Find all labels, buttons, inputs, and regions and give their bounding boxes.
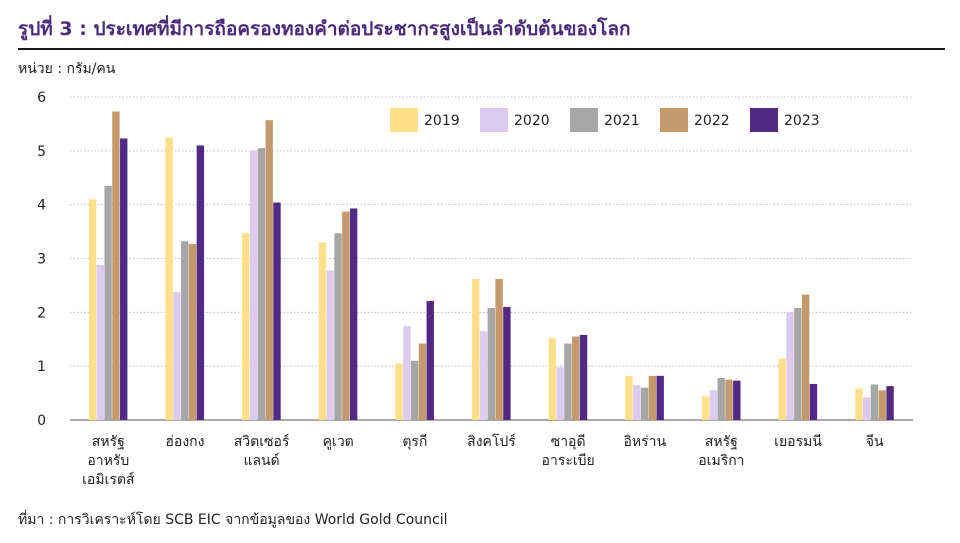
- title-rule: [18, 48, 945, 50]
- legend-swatch-2019: [390, 108, 418, 132]
- x-category-label: ตุรกี: [402, 434, 427, 450]
- y-tick-label: 1: [37, 359, 46, 375]
- bar-2021: [334, 233, 342, 420]
- legend-label: 2022: [694, 113, 730, 129]
- bar-2022: [265, 120, 273, 421]
- x-category-label: จีน: [866, 434, 884, 450]
- x-category-label: ซาอุดี: [551, 434, 586, 450]
- bar-2020: [556, 367, 564, 420]
- bar-2019: [855, 388, 863, 420]
- bar-2023: [809, 383, 818, 420]
- bar-2023: [886, 386, 894, 420]
- bar-2022: [725, 379, 733, 421]
- bar-2020: [96, 264, 105, 420]
- bar-2019: [318, 242, 327, 420]
- bar-2019: [395, 363, 403, 420]
- bar-2020: [249, 150, 258, 420]
- legend-swatch-2023: [750, 108, 778, 132]
- x-category-label: เอมิเรตส์: [82, 471, 135, 488]
- x-category-label: อเมริกา: [698, 453, 744, 469]
- bar-2020: [403, 325, 411, 420]
- bar-2019: [165, 137, 173, 421]
- legend-swatch-2021: [570, 108, 598, 132]
- y-tick-label: 0: [37, 413, 46, 429]
- bar-2021: [410, 360, 419, 420]
- source-note: ที่มา : การวิเคราะห์โดย SCB EIC จากข้อมู…: [18, 512, 448, 528]
- y-tick-label: 6: [37, 90, 46, 106]
- legend-label: 2021: [604, 113, 640, 129]
- bar-2022: [648, 375, 657, 420]
- legend-label: 2023: [784, 113, 820, 129]
- x-category-label: สหรัฐ: [92, 434, 125, 450]
- bar-2021: [257, 148, 266, 420]
- bar-2020: [326, 270, 334, 420]
- x-category-label: เยอรมนี: [774, 434, 822, 450]
- bar-2021: [794, 308, 802, 420]
- bar-2021: [564, 343, 572, 420]
- x-category-label: อาหรับ: [87, 453, 129, 469]
- bar-2019: [701, 396, 710, 420]
- bar-2020: [709, 390, 718, 420]
- x-category-label: สหรัฐ: [705, 434, 738, 450]
- bar-2022: [878, 390, 886, 420]
- bar-2023: [579, 334, 588, 420]
- bar-2019: [472, 278, 480, 420]
- bars: [88, 111, 894, 421]
- bar-2023: [273, 202, 281, 420]
- x-category-label: คูเวต: [323, 434, 354, 450]
- unit-label: หน่วย : กรัม/คน: [18, 61, 116, 77]
- bar-2022: [572, 336, 580, 420]
- x-category-label: สิงคโปร์: [467, 433, 516, 450]
- x-category-label: อิหร่าน: [623, 434, 666, 450]
- y-axis-ticks: 0 1 2 3 4 5 6: [37, 90, 46, 429]
- bar-2021: [717, 378, 725, 420]
- bar-2020: [862, 397, 871, 420]
- bar-2023: [426, 301, 434, 420]
- y-tick-label: 2: [37, 305, 46, 321]
- y-tick-label: 5: [37, 144, 46, 160]
- bar-2019: [88, 199, 97, 420]
- bar-2020: [173, 291, 181, 420]
- bar-2022: [418, 343, 427, 420]
- bar-2022: [801, 294, 810, 420]
- legend-swatch-2022: [660, 108, 688, 132]
- bar-2020: [786, 312, 794, 420]
- x-category-label: ฮ่องกง: [165, 434, 204, 450]
- bar-2019: [625, 375, 633, 420]
- y-tick-label: 4: [37, 198, 46, 214]
- bar-2022: [188, 243, 197, 420]
- bar-2021: [640, 387, 649, 420]
- bar-2023: [733, 380, 741, 420]
- bar-2023: [349, 208, 358, 420]
- bar-2021: [487, 308, 495, 420]
- bar-2023: [503, 306, 511, 420]
- bar-2023: [120, 138, 128, 420]
- legend: 2019 2020 2021 2022 2023: [390, 108, 820, 132]
- legend-label: 2019: [424, 113, 460, 129]
- bar-2019: [778, 358, 786, 420]
- x-category-label: สวิตเซอร์: [234, 433, 290, 450]
- bar-2022: [342, 211, 350, 420]
- bar-2022: [112, 111, 120, 420]
- bar-2019: [242, 233, 250, 420]
- x-category-label: แลนด์: [243, 452, 279, 469]
- bar-2023: [656, 375, 664, 420]
- x-category-label: อาระเบีย: [542, 453, 595, 469]
- legend-label: 2020: [514, 113, 550, 129]
- bar-2021: [870, 384, 879, 420]
- bar-2020: [479, 331, 488, 420]
- legend-swatch-2020: [480, 108, 508, 132]
- y-tick-label: 3: [37, 252, 46, 268]
- bar-2021: [104, 185, 112, 420]
- chart-title: รูปที่ 3 : ประเทศที่มีการถือครองทองคำต่อ…: [18, 18, 631, 40]
- bar-2020: [633, 385, 641, 420]
- bar-2023: [196, 145, 205, 420]
- bar-2021: [181, 241, 189, 420]
- bar-2022: [495, 278, 503, 420]
- bar-2019: [548, 338, 557, 420]
